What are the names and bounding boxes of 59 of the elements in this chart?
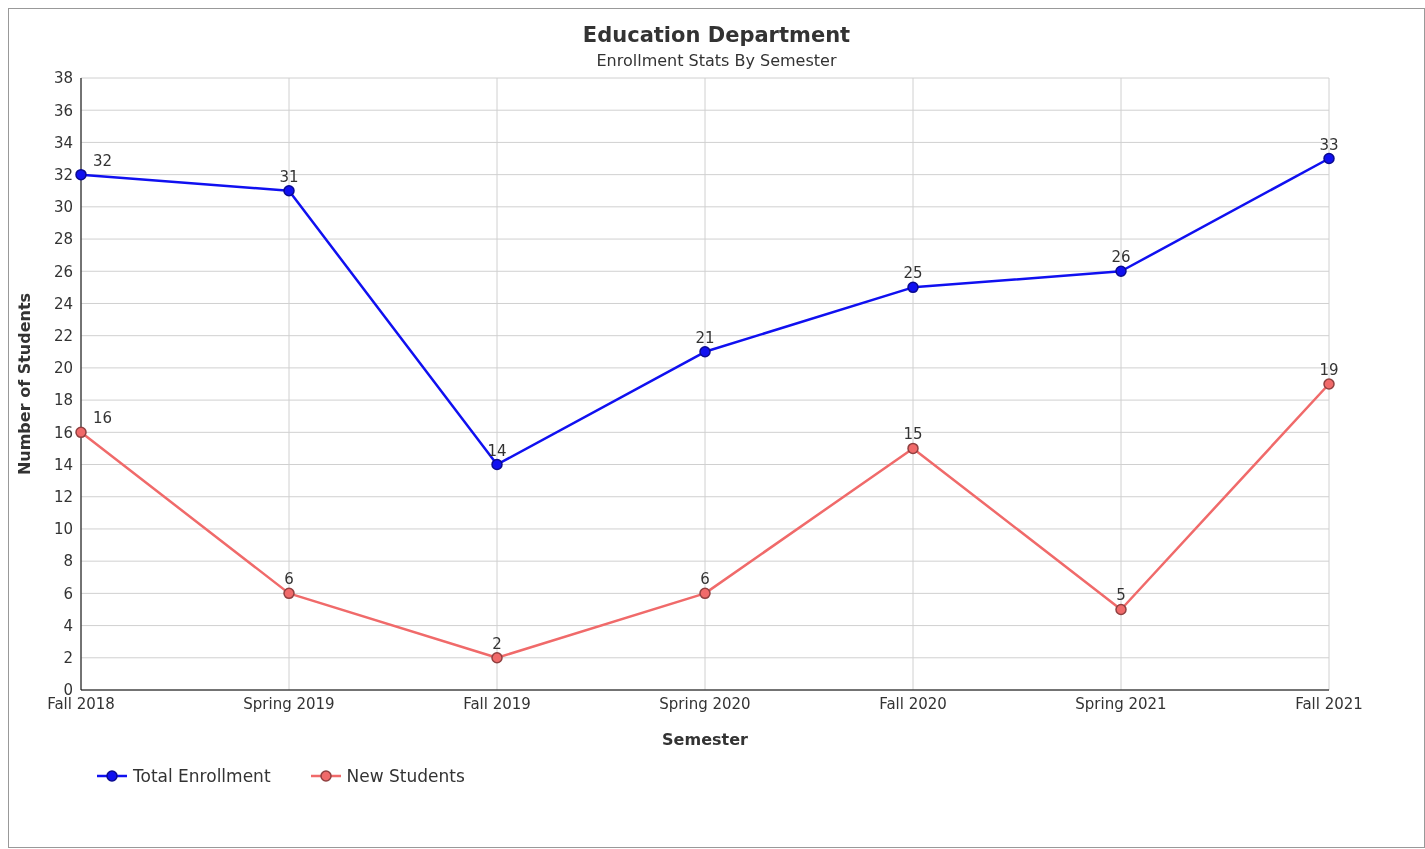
y-tick-label: 22: [53, 327, 73, 346]
y-tick-label: 6: [63, 584, 73, 603]
data-label: 2: [492, 634, 502, 653]
chart-subtitle: Enrollment Stats By Semester: [595, 51, 838, 70]
point: [491, 458, 503, 471]
y-tick-label: 32: [53, 165, 73, 184]
point: [907, 442, 919, 455]
point: [699, 587, 711, 600]
data-label: 16: [93, 409, 113, 428]
x-tick-label: Fall 2019: [463, 694, 531, 713]
data-label: 14: [487, 441, 507, 460]
y-tick-label: 18: [53, 391, 73, 410]
point: [699, 346, 711, 358]
y-tick-label: 8: [63, 552, 73, 571]
point: [1115, 265, 1127, 278]
y-tick-label: 4: [63, 616, 73, 635]
x-tick-label: Spring 2019: [243, 694, 335, 713]
data-label: 15: [903, 425, 923, 444]
legend-label: New Students: [346, 766, 465, 786]
point: [1323, 152, 1335, 165]
point: [491, 652, 503, 664]
y-tick-label: 20: [53, 359, 73, 378]
y-tick-label: 36: [53, 101, 73, 120]
y-tick-label: 2: [63, 649, 73, 668]
y-tick-label: 16: [53, 423, 73, 442]
y-tick-label: 28: [53, 230, 73, 249]
y-tick-label: 12: [53, 488, 73, 507]
y-axis-title: Number of Students: [14, 292, 34, 476]
y-tick-label: 10: [53, 520, 73, 539]
legend-label: Total Enrollment: [133, 766, 271, 786]
data-label: 32: [93, 151, 113, 170]
x-tick-label: Fall 2021: [1295, 694, 1363, 713]
y-tick-label: 24: [53, 294, 73, 313]
point: [1323, 378, 1335, 390]
data-label: 6: [700, 570, 710, 589]
y-tick-label: 38: [53, 69, 73, 88]
x-tick-label: Spring 2020: [659, 694, 751, 713]
y-tick-label: 14: [53, 455, 73, 474]
y-tick-label: 30: [53, 198, 73, 217]
chart-title: Education Department: [581, 23, 852, 47]
data-label: 6: [284, 570, 294, 589]
y-tick-label: 34: [53, 133, 73, 152]
point: [907, 281, 919, 294]
data-label: 26: [1111, 248, 1131, 267]
data-label: 31: [279, 167, 299, 186]
data-label: 33: [1319, 135, 1339, 154]
point: [283, 587, 295, 600]
x-axis-title: Semester: [662, 730, 749, 749]
data-label: 19: [1319, 361, 1339, 379]
data-label: 25: [903, 264, 923, 283]
point: [75, 168, 87, 181]
point: [75, 426, 87, 439]
point: [1115, 603, 1127, 616]
data-label: 5: [1116, 586, 1126, 605]
point: [283, 184, 295, 197]
x-tick-label: Fall 2020: [879, 694, 947, 713]
data-label: 21: [695, 328, 715, 347]
y-tick-label: 26: [53, 262, 73, 281]
x-tick-label: Spring 2021: [1075, 694, 1167, 713]
